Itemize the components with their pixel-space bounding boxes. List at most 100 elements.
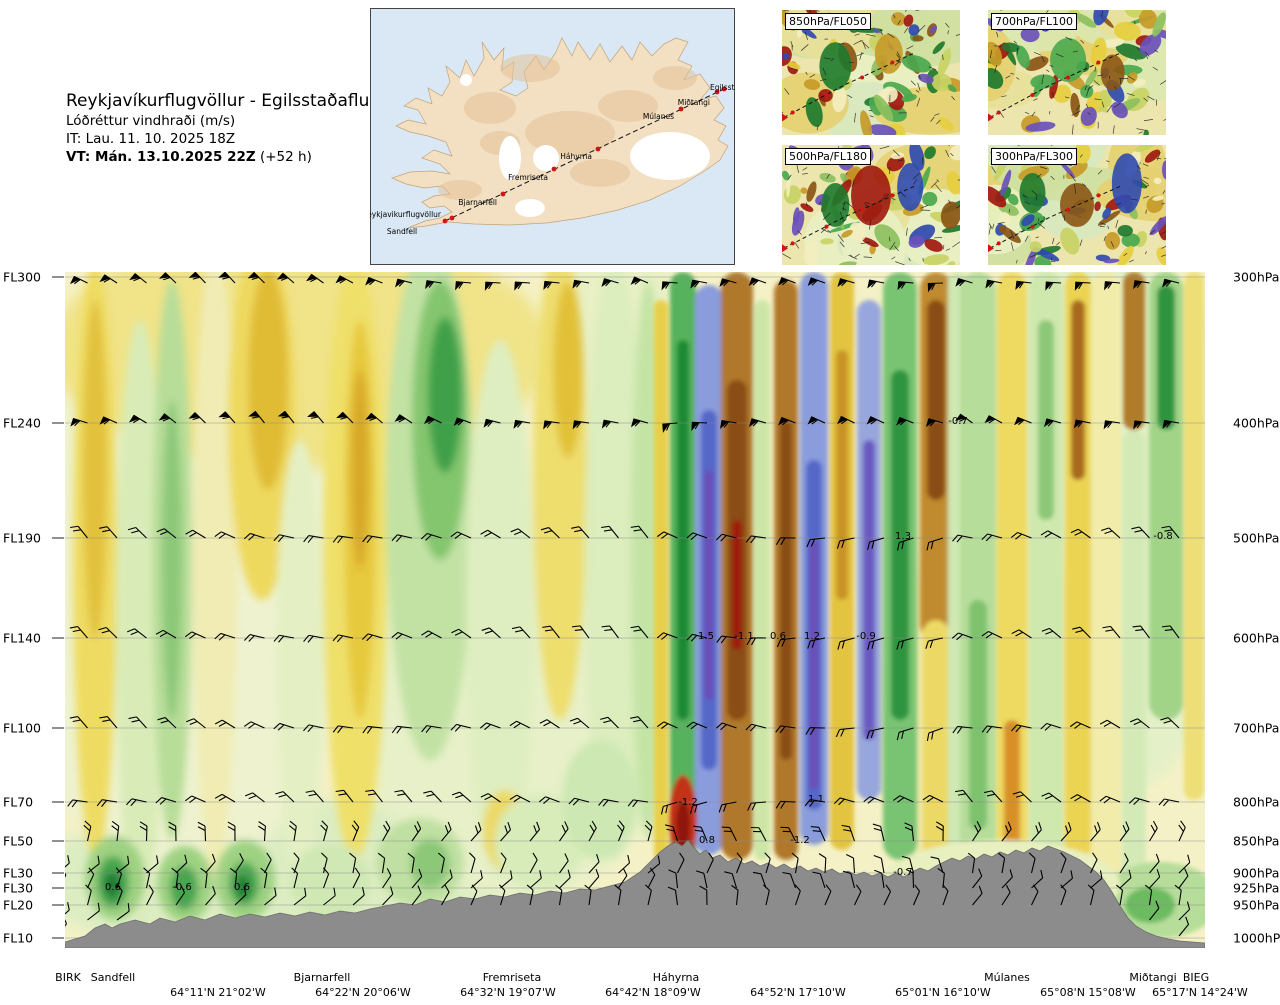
terrain-shading <box>653 66 697 90</box>
terrain-profile <box>65 839 1205 948</box>
contour-label: -0.6 <box>172 882 192 893</box>
map-station-label: Egilsstaðir <box>710 83 735 92</box>
pressure-level-label: 300hPa <box>1233 269 1279 284</box>
station-dot <box>500 191 506 197</box>
panel-station-dot <box>996 110 1001 115</box>
station-coordinates: 65°17'N 14°24'W <box>1152 986 1248 999</box>
contour-label: 1.3 <box>895 531 911 542</box>
pressure-level-label: 850hPa <box>1233 833 1279 848</box>
contour-label: 1.2 <box>804 631 820 642</box>
panel-label-700hpa: 700hPa/FL100 <box>991 13 1078 30</box>
station-name: BIRK <box>55 971 81 984</box>
station-dot <box>595 146 601 152</box>
mini-map-300hpa: 300hPa/FL300 <box>988 145 1166 265</box>
pressure-level-label: 1000hPa <box>1233 930 1280 945</box>
flight-level-label: FL30 <box>3 880 33 895</box>
wind-barbs <box>65 272 1191 937</box>
map-station-label: Háhyrna <box>560 152 592 161</box>
station-name: Miðtangi <box>1129 971 1176 984</box>
flight-level-label: FL50 <box>3 833 33 848</box>
map-station-label: Miðtangi <box>678 98 710 107</box>
terrain-shading <box>525 111 615 155</box>
panel-label-500hpa: 500hPa/FL180 <box>785 148 872 165</box>
station-dot <box>449 215 455 221</box>
station-name: Háhyrna <box>653 971 700 984</box>
panel-station-dot <box>1030 224 1035 229</box>
flight-level-label: FL20 <box>3 897 33 912</box>
contour-label: -0.9 <box>856 631 876 642</box>
valid-time-label: VT: Mán. 13.10.2025 22Z (+52 h) <box>66 148 428 166</box>
contour-label: -1.1 <box>734 631 754 642</box>
flight-level-label: FL300 <box>3 269 41 284</box>
panel-station-dot <box>890 193 895 198</box>
station-dot <box>714 89 720 95</box>
panel-station-dot <box>1096 193 1101 198</box>
station-coordinates: 65°08'N 15°08'W <box>1040 986 1136 999</box>
station-dot <box>721 86 727 92</box>
mini-map-850hpa: 850hPa/FL050 <box>782 10 960 135</box>
station-coordinates: 64°42'N 18°09'W <box>605 986 701 999</box>
contour-label: 0.8 <box>699 835 715 846</box>
flight-level-label: FL30 <box>3 865 33 880</box>
glacier <box>533 145 559 171</box>
pressure-level-label: 950hPa <box>1233 897 1279 912</box>
page-subtitle: Lóðréttur vindhraði (m/s) <box>66 113 236 129</box>
mini-map-700hpa: 700hPa/FL100 <box>988 10 1166 135</box>
station-dot <box>551 166 557 172</box>
flight-level-label: FL100 <box>3 720 41 735</box>
station-name: Bjarnarfell <box>294 971 351 984</box>
terrain-shading <box>438 180 482 200</box>
map-station-label: Múlanes <box>643 112 674 121</box>
glacier <box>499 136 521 180</box>
station-coordinates: 64°11'N 21°02'W <box>170 986 266 999</box>
mini-map-500hpa: 500hPa/FL180 <box>782 145 960 265</box>
panel-label-850hpa: 850hPa/FL050 <box>785 13 872 30</box>
panel-station-dot <box>790 241 795 246</box>
pressure-level-label: 600hPa <box>1233 630 1279 645</box>
contour-label: 0.6 <box>105 882 121 893</box>
panel-station-dot <box>824 224 829 229</box>
contour-label: -1.2 <box>790 835 810 846</box>
glacier <box>630 132 710 180</box>
station-coordinates: 64°22'N 20°06'W <box>315 986 411 999</box>
terrain-shading <box>598 90 658 122</box>
contour-label: -0.7 <box>948 416 968 427</box>
contour-label: 1.1 <box>808 794 824 805</box>
pressure-level-label: 800hPa <box>1233 794 1279 809</box>
pressure-level-label: 900hPa <box>1233 865 1279 880</box>
station-name: BIEG <box>1183 971 1209 984</box>
panel-station-dot <box>860 207 865 212</box>
contour-label: -1.2 <box>678 797 698 808</box>
station-coordinates: 64°32'N 19°07'W <box>460 986 556 999</box>
station-dot <box>442 218 448 224</box>
terrain-shading <box>464 92 516 124</box>
pressure-level-label: 925hPa <box>1233 880 1279 895</box>
map-station-label: Bjarnarfell <box>458 198 497 207</box>
terrain-shading <box>500 54 560 82</box>
panel-route-marker <box>988 244 994 253</box>
panel-station-dot <box>996 241 1001 246</box>
station-dot <box>678 106 684 112</box>
glacier <box>460 74 472 86</box>
station-name: Múlanes <box>984 971 1030 984</box>
flight-level-label: FL190 <box>3 530 41 545</box>
panel-station-dot <box>824 93 829 97</box>
map-station-label: Sandfell <box>387 227 417 236</box>
contour-label: -0.7 <box>893 867 913 878</box>
panel-label-300hpa: 300hPa/FL300 <box>991 148 1078 165</box>
page-title: Reykjavíkurflugvöllur - Egilsstaðaflugvö… <box>66 91 428 111</box>
panel-station-dot <box>860 75 865 80</box>
panel-station-dot <box>1066 207 1071 212</box>
map-station-label: Fremriseta <box>508 173 548 182</box>
panel-route-marker <box>782 113 788 122</box>
flight-level-label: FL70 <box>3 794 33 809</box>
init-time-label: IT: Lau. 11. 10. 2025 18Z <box>66 131 236 147</box>
contour-label: 0.6 <box>770 631 786 642</box>
pressure-level-label: 400hPa <box>1233 415 1279 430</box>
terrain-shading <box>570 159 630 187</box>
flight-level-label: FL140 <box>3 630 41 645</box>
map-station-label: Reykjavikurflugvöllur <box>370 210 442 219</box>
pressure-level-label: 700hPa <box>1233 720 1279 735</box>
valid-time-offset: (+52 h) <box>255 149 312 165</box>
panel-route-marker <box>782 244 788 253</box>
